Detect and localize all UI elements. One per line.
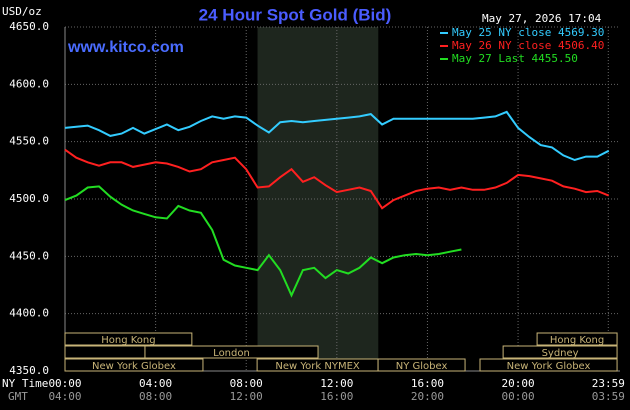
- session-bar: [64, 345, 146, 359]
- watermark: www.kitco.com: [67, 39, 184, 56]
- session-bar: [64, 332, 193, 346]
- gmt-tick-label: 16:00: [320, 390, 353, 403]
- legend-label: May 27 Last 4455.50: [452, 52, 578, 65]
- y-tick-label: 4350.0: [9, 364, 49, 377]
- timestamp: May 27, 2026 17:04: [482, 12, 602, 25]
- price-line: [64, 185, 462, 298]
- session-label: London: [213, 348, 250, 359]
- gmt-tick-label: 04:00: [48, 390, 81, 403]
- x-axis-label: GMT: [8, 390, 28, 403]
- y-tick-label: 4600.0: [9, 77, 49, 90]
- session-bar: [377, 358, 466, 372]
- y-axis-label: USD/oz: [2, 5, 42, 18]
- session-label: Hong Kong: [101, 335, 155, 346]
- price-line: [64, 110, 610, 162]
- session-label: Hong Kong: [550, 335, 604, 346]
- gmt-tick-label: 08:00: [139, 390, 172, 403]
- y-tick-label: 4650.0: [9, 20, 49, 33]
- gmt-tick-label: 03:59: [592, 390, 625, 403]
- price-line: [64, 148, 610, 210]
- x-tick-label: 04:00: [139, 377, 172, 390]
- x-tick-label: 00:00: [48, 377, 81, 390]
- session-label: Sydney: [542, 348, 579, 359]
- gmt-tick-label: 20:00: [411, 390, 444, 403]
- y-tick-label: 4500.0: [9, 192, 49, 205]
- x-tick-label: 08:00: [230, 377, 263, 390]
- session-label: New York Globex: [507, 361, 591, 372]
- y-tick-label: 4400.0: [9, 307, 49, 320]
- session-bar: [64, 358, 204, 372]
- x-tick-label: 23:59: [592, 377, 625, 390]
- session-label: New York Globex: [92, 361, 176, 372]
- x-tick-label: 20:00: [501, 377, 534, 390]
- y-tick-label: 4450.0: [9, 249, 49, 262]
- x-tick-label: 16:00: [411, 377, 444, 390]
- x-axis-label: NY Time: [2, 377, 48, 390]
- gmt-tick-label: 00:00: [501, 390, 534, 403]
- session-label: NY Globex: [396, 361, 448, 372]
- x-tick-label: 12:00: [320, 377, 353, 390]
- session-bar: [536, 332, 618, 346]
- legend-label: May 26 NY close 4506.40: [452, 39, 604, 52]
- session-label: New York NYMEX: [275, 361, 360, 372]
- gmt-tick-label: 12:00: [230, 390, 263, 403]
- session-bar: [144, 345, 319, 359]
- chart-title: 24 Hour Spot Gold (Bid): [199, 5, 392, 24]
- session-bar: [502, 345, 618, 359]
- session-bar: [479, 358, 618, 372]
- y-tick-label: 4550.0: [9, 135, 49, 148]
- legend-label: May 25 NY close 4569.30: [452, 26, 604, 39]
